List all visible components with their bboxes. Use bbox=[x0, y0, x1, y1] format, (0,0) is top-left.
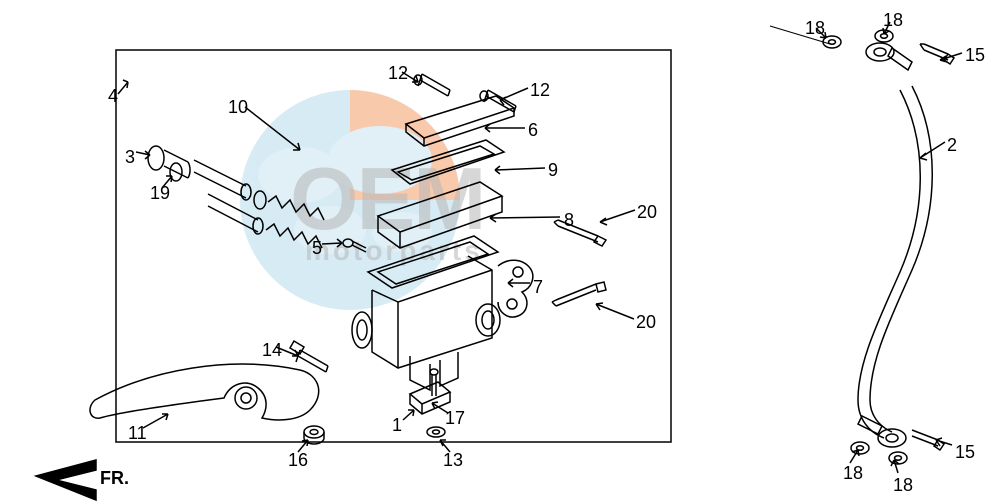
callout-9: 9 bbox=[548, 160, 558, 181]
callout-19: 19 bbox=[150, 183, 170, 204]
callout-18a: 18 bbox=[805, 18, 825, 39]
callout-8: 8 bbox=[564, 210, 574, 231]
callout-16: 16 bbox=[288, 450, 308, 471]
callout-17: 17 bbox=[445, 408, 465, 429]
callout-13: 13 bbox=[443, 450, 463, 471]
callout-20b: 20 bbox=[636, 312, 656, 333]
callout-6: 6 bbox=[528, 120, 538, 141]
callout-18b: 18 bbox=[883, 10, 903, 31]
callout-20a: 20 bbox=[637, 202, 657, 223]
callout-15b: 15 bbox=[955, 442, 975, 463]
callout-11: 11 bbox=[128, 423, 147, 444]
callout-1: 1 bbox=[392, 415, 402, 436]
callout-7: 7 bbox=[533, 277, 543, 298]
callout-3: 3 bbox=[125, 147, 135, 168]
callout-18d: 18 bbox=[893, 475, 913, 496]
callout-2: 2 bbox=[947, 135, 957, 156]
callout-4: 4 bbox=[108, 86, 118, 107]
callout-10: 10 bbox=[228, 97, 248, 118]
callout-5: 5 bbox=[312, 238, 322, 259]
callout-14: 14 bbox=[262, 340, 282, 361]
exploded-view-svg bbox=[0, 0, 1001, 504]
parts-diagram: OEM motorparts bbox=[0, 0, 1001, 504]
callout-18c: 18 bbox=[843, 463, 863, 484]
fr-marker: FR. bbox=[100, 468, 129, 489]
callout-15a: 15 bbox=[965, 45, 985, 66]
callout-12a: 12 bbox=[388, 63, 408, 84]
callout-12b: 12 bbox=[530, 80, 550, 101]
